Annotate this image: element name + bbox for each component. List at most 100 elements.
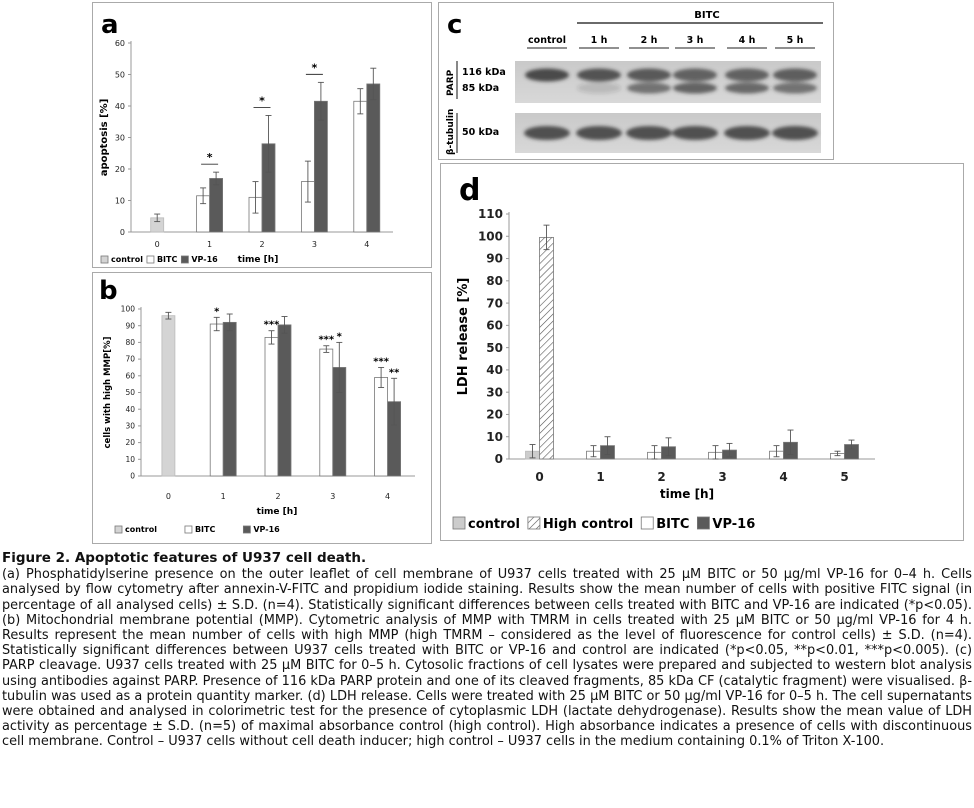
significance-marker: * [337, 331, 343, 342]
band-parp-85 [725, 82, 769, 94]
x-axis-label: time [h] [660, 487, 714, 501]
significance-marker: * [312, 61, 318, 74]
y-tick-label: 20 [486, 408, 503, 422]
y-axis-label: LDH release [%] [456, 278, 471, 396]
bar-bitc-3 [319, 348, 334, 477]
marker-85: 85 kDa [462, 83, 499, 94]
y-tick-label: 30 [125, 422, 135, 431]
legend-swatch [100, 255, 109, 264]
x-tick-label: 1 [596, 470, 604, 484]
x-tick-label: 3 [312, 240, 317, 249]
row-label-tubulin: β-tubulin [446, 109, 456, 155]
bar-bitc-4 [374, 377, 389, 477]
panel-letter-c: c [447, 10, 462, 40]
chart-a: a 0 10 20 30 40 50 60 apoptosis [%] 0 1 2 3 4 time [h]… [99, 10, 393, 265]
bar-high-control-0 [539, 236, 554, 460]
legend-label: control [111, 255, 143, 264]
y-tick-label: 30 [115, 133, 125, 142]
band-parp-85 [627, 82, 671, 94]
x-tick-label: 1 [221, 492, 226, 501]
x-tick-label: 4 [364, 240, 369, 249]
lane-label: 2 h [641, 35, 658, 46]
legend-label: BITC [195, 525, 216, 534]
y-tick-label: 50 [486, 341, 503, 355]
x-tick-label: 5 [840, 470, 848, 484]
y-tick-label: 40 [115, 102, 125, 111]
band-tubulin-50 [772, 126, 818, 140]
y-tick-label: 10 [115, 196, 125, 205]
y-tick-label: 70 [486, 296, 503, 310]
legend-label: High control [543, 517, 633, 532]
y-tick-label: 80 [486, 274, 503, 288]
legend-swatch [184, 525, 193, 534]
x-tick-label: 0 [166, 492, 171, 501]
x-tick-label: 4 [779, 470, 787, 484]
y-axis-label: apoptosis [%] [99, 99, 110, 177]
y-tick-label: 20 [125, 438, 135, 447]
y-tick-label: 60 [486, 319, 503, 333]
x-tick-label: 1 [207, 240, 212, 249]
x-tick-label: 0 [535, 470, 543, 484]
y-tick-label: 110 [478, 207, 503, 221]
band-parp-116 [773, 68, 817, 82]
x-tick-label: 4 [385, 492, 390, 501]
panel-a: a 0 10 20 30 40 50 60 apoptosis [%] 0 1 2 3 4 time [h]… [92, 2, 432, 268]
bar-vp-16-2 [277, 324, 292, 477]
legend-swatch [640, 516, 654, 530]
x-tick-label: 2 [259, 240, 264, 249]
y-tick-label: 40 [486, 363, 503, 377]
y-tick-label: 90 [486, 252, 503, 266]
x-tick-label: 0 [155, 240, 160, 249]
bar-bitc-4 [353, 100, 368, 233]
panel-b: b 0 10 20 30 40 50 60 70 80 90 100 cells with high M… [92, 272, 432, 544]
y-tick-label: 0 [130, 472, 135, 481]
blot-group-label: BITC [694, 10, 720, 21]
band-tubulin-50 [576, 126, 622, 140]
y-tick-label: 10 [125, 455, 135, 464]
bar-control-0 [161, 315, 176, 477]
band-tubulin-50 [672, 126, 718, 140]
y-tick-label: 80 [125, 338, 135, 347]
band-tubulin-50 [626, 126, 672, 140]
y-tick-label: 50 [125, 388, 135, 397]
marker-50: 50 kDa [462, 127, 499, 138]
x-axis-label: time [h] [238, 255, 279, 265]
legend-label: control [125, 525, 157, 534]
significance-marker: ** [389, 367, 400, 378]
western-blot: c BITC control 1 h 2 h 3 h 4 h 5 h PARP β-tub… [446, 10, 823, 155]
row-label-parp: PARP [446, 69, 456, 96]
band-parp-85 [673, 82, 717, 94]
y-tick-label: 70 [125, 355, 135, 364]
y-tick-label: 60 [125, 371, 135, 380]
band-parp-85 [577, 82, 621, 94]
band-tubulin-50 [524, 126, 570, 140]
panel-letter-b: b [99, 276, 118, 306]
significance-marker: * [214, 306, 220, 317]
panel-letter-a: a [101, 10, 119, 40]
y-tick-label: 100 [478, 229, 503, 243]
y-tick-label: 0 [495, 452, 503, 466]
caption-body: (a) Phosphatidylserine presence on the o… [2, 567, 972, 750]
legend-label: VP-16 [191, 255, 218, 264]
bar-vp-16-4 [366, 83, 381, 233]
lane-label: 3 h [687, 35, 704, 46]
panel-c: c BITC control 1 h 2 h 3 h 4 h 5 h PARP β-tub… [438, 2, 834, 160]
lane-label: control [528, 35, 566, 46]
x-tick-label: 2 [657, 470, 665, 484]
legend-swatch [114, 525, 123, 534]
legend-swatch [180, 255, 189, 264]
x-tick-label: 3 [330, 492, 335, 501]
band-parp-116 [525, 68, 569, 82]
y-tick-label: 50 [115, 70, 125, 79]
y-tick-label: 10 [486, 430, 503, 444]
panel-d: d 0 10 20 30 40 50 60 70 80 90 100 110 LDH release [%… [440, 163, 964, 541]
y-axis-label: cells with high MMP[%] [103, 336, 113, 448]
y-tick-label: 60 [115, 39, 125, 48]
y-tick-label: 40 [125, 405, 135, 414]
significance-marker: *** [318, 335, 334, 346]
legend-swatch [696, 516, 710, 530]
bar-vp-16-1 [209, 178, 223, 233]
band-parp-85 [773, 82, 817, 94]
